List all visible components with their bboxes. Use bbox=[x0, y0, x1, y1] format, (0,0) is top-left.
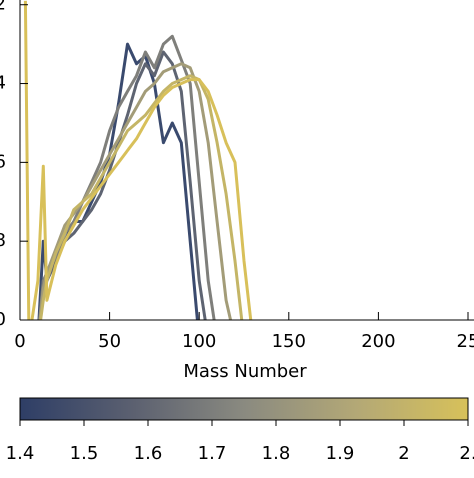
x-tick-label: 0 bbox=[14, 331, 25, 352]
colorbar-tick-label: 1.7 bbox=[198, 443, 227, 464]
colorbar-tick-label: 1.4 bbox=[6, 443, 35, 464]
x-tick-label: 50 bbox=[98, 331, 121, 352]
y-tick-label: 0 bbox=[0, 309, 6, 330]
colorbar bbox=[19, 397, 469, 421]
series-line bbox=[38, 62, 233, 320]
colorbar-tick-label: 1.8 bbox=[262, 443, 291, 464]
x-tick-label: 200 bbox=[361, 331, 395, 352]
series-line bbox=[38, 50, 207, 320]
colorbar-tick-label: 2. bbox=[459, 443, 474, 464]
series-line bbox=[37, 42, 199, 320]
y-tick-label: 8 bbox=[0, 230, 6, 251]
colorbar-tick-label: 1.5 bbox=[70, 443, 99, 464]
x-tick-label: 100 bbox=[182, 331, 216, 352]
x-tick-label: 25 bbox=[457, 331, 474, 352]
x-tick-label: 150 bbox=[272, 331, 306, 352]
colorbar-tick-label: 2 bbox=[398, 443, 409, 464]
series-line bbox=[23, 0, 253, 320]
series-line bbox=[39, 74, 244, 320]
plot-lines bbox=[23, 0, 253, 320]
y-tick-label: 2 bbox=[0, 0, 6, 15]
y-tick-label: 6 bbox=[0, 151, 6, 172]
x-axis-label: Mass Number bbox=[183, 361, 307, 382]
y-tick-label: 4 bbox=[0, 73, 6, 94]
colorbar-tick-label: 1.9 bbox=[326, 443, 355, 464]
colorbar-tick-label: 1.6 bbox=[134, 443, 163, 464]
